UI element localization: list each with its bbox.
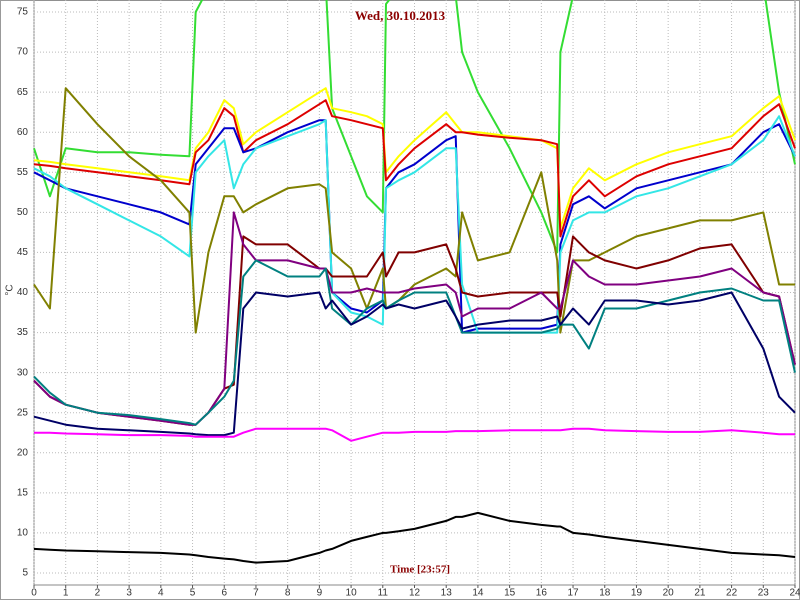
x-tick-label: 23 bbox=[758, 588, 770, 599]
series-line bbox=[33, 99, 796, 238]
y-tick-label: 45 bbox=[17, 247, 29, 258]
x-tick-label: 0 bbox=[31, 588, 37, 599]
y-tick-label: 15 bbox=[17, 487, 29, 498]
y-tick-label: 40 bbox=[17, 287, 29, 298]
series-line bbox=[33, 511, 796, 564]
x-tick-label: 11 bbox=[378, 588, 389, 599]
y-tick-label: 10 bbox=[17, 528, 29, 539]
x-tick-label: 12 bbox=[409, 588, 421, 599]
x-tick-label: 19 bbox=[631, 588, 643, 599]
x-tick-label: 18 bbox=[599, 588, 611, 599]
series-line bbox=[34, 427, 795, 442]
x-tick-label: 3 bbox=[126, 588, 132, 599]
y-tick-label: 75 bbox=[17, 7, 29, 18]
x-tick-label: 16 bbox=[536, 588, 548, 599]
x-tick-label: 2 bbox=[95, 588, 101, 599]
y-tick-label: 55 bbox=[17, 167, 29, 178]
series-line bbox=[33, 0, 796, 254]
x-tick-label: 17 bbox=[567, 588, 579, 599]
x-axis-label: Time [23:57] bbox=[390, 564, 450, 576]
x-tick-label: 4 bbox=[158, 588, 164, 599]
x-tick-label: 21 bbox=[694, 588, 706, 599]
x-tick-label: 6 bbox=[221, 588, 227, 599]
x-tick-label: 13 bbox=[441, 588, 453, 599]
x-tick-label: 10 bbox=[346, 588, 358, 599]
x-tick-label: 22 bbox=[726, 588, 738, 599]
series-line bbox=[33, 291, 796, 437]
x-tick-label: 1 bbox=[63, 588, 69, 599]
y-tick-label: 20 bbox=[17, 447, 29, 458]
y-tick-label: 5 bbox=[22, 568, 28, 579]
lines bbox=[33, 0, 796, 564]
y-tick-label: 50 bbox=[17, 207, 29, 218]
y-tick-label: 25 bbox=[17, 407, 29, 418]
y-tick-label: 65 bbox=[17, 87, 29, 98]
y-tick-label: 60 bbox=[17, 127, 29, 138]
x-tick-label: 7 bbox=[253, 588, 259, 599]
x-tick-label: 5 bbox=[190, 588, 196, 599]
series-line bbox=[33, 115, 796, 334]
x-tick-label: 24 bbox=[789, 588, 800, 599]
y-tick-label: 30 bbox=[17, 367, 29, 378]
x-tick-label: 8 bbox=[285, 588, 291, 599]
x-tick-label: 20 bbox=[663, 588, 675, 599]
x-tick-label: 15 bbox=[504, 588, 516, 599]
chart-title: Wed, 30.10.2013 bbox=[355, 8, 446, 23]
y-axis-label: °C bbox=[5, 284, 16, 295]
x-tick-label: 14 bbox=[472, 588, 484, 599]
y-tick-label: 35 bbox=[17, 327, 29, 338]
x-tick-label: 9 bbox=[317, 588, 323, 599]
y-tick-label: 70 bbox=[17, 47, 29, 58]
